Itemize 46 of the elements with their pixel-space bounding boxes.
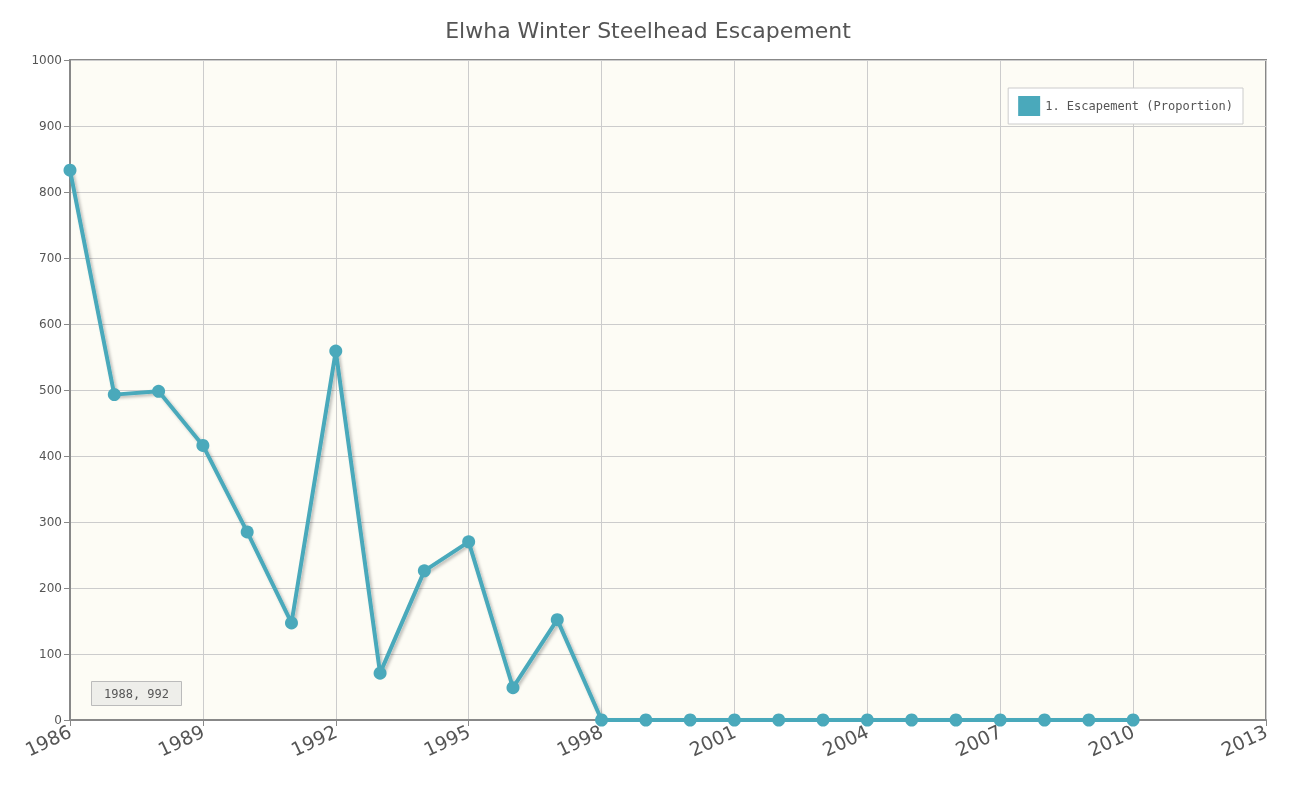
x-tick-label: 2007 bbox=[951, 720, 1005, 761]
y-tick-label: 1000 bbox=[31, 53, 62, 67]
annotation: 1988, 992 bbox=[103, 686, 170, 701]
point bbox=[107, 388, 121, 402]
point bbox=[727, 713, 741, 727]
point bbox=[639, 713, 653, 727]
chart-title: Elwha Winter Steelhead Escapement bbox=[445, 17, 852, 43]
x-tick-label: 2013 bbox=[1217, 720, 1271, 761]
point bbox=[772, 713, 786, 727]
x-tick-label: 2001 bbox=[686, 720, 740, 761]
point bbox=[595, 713, 609, 727]
y-tick-label: 700 bbox=[39, 251, 62, 265]
point bbox=[196, 438, 210, 452]
y-tick-label: 600 bbox=[39, 317, 62, 331]
point bbox=[506, 681, 520, 695]
y-tick-label: 300 bbox=[39, 515, 62, 529]
y-tick-label: 100 bbox=[39, 647, 62, 661]
point bbox=[152, 384, 166, 398]
point bbox=[1082, 713, 1096, 727]
point bbox=[550, 613, 564, 627]
point bbox=[1038, 713, 1052, 727]
y-tick-label: 200 bbox=[39, 581, 62, 595]
x-tick-label: 2004 bbox=[818, 720, 872, 761]
point bbox=[417, 564, 431, 578]
y-tick-label: 400 bbox=[39, 449, 62, 463]
point bbox=[683, 713, 697, 727]
point bbox=[462, 535, 476, 549]
y-tick-label: 900 bbox=[39, 119, 62, 133]
point bbox=[860, 713, 874, 727]
point bbox=[63, 163, 77, 177]
x-tick-label: 1995 bbox=[420, 720, 474, 761]
y-tick-label: 500 bbox=[39, 383, 62, 397]
x-tick-label: 2010 bbox=[1084, 720, 1138, 761]
point bbox=[373, 666, 387, 680]
y-tick-label: 0 bbox=[54, 713, 62, 727]
point bbox=[284, 616, 298, 630]
legend-label: 1. Escapement (Proportion) bbox=[1045, 99, 1233, 113]
x-tick-label: 1998 bbox=[553, 720, 607, 761]
x-tick-label: 1989 bbox=[154, 720, 208, 761]
x-tick-label: 1992 bbox=[287, 720, 341, 761]
point bbox=[816, 713, 830, 727]
y-tick-label: 800 bbox=[39, 185, 62, 199]
point bbox=[1126, 713, 1140, 727]
point bbox=[240, 525, 254, 539]
point bbox=[905, 713, 919, 727]
point bbox=[329, 344, 343, 358]
